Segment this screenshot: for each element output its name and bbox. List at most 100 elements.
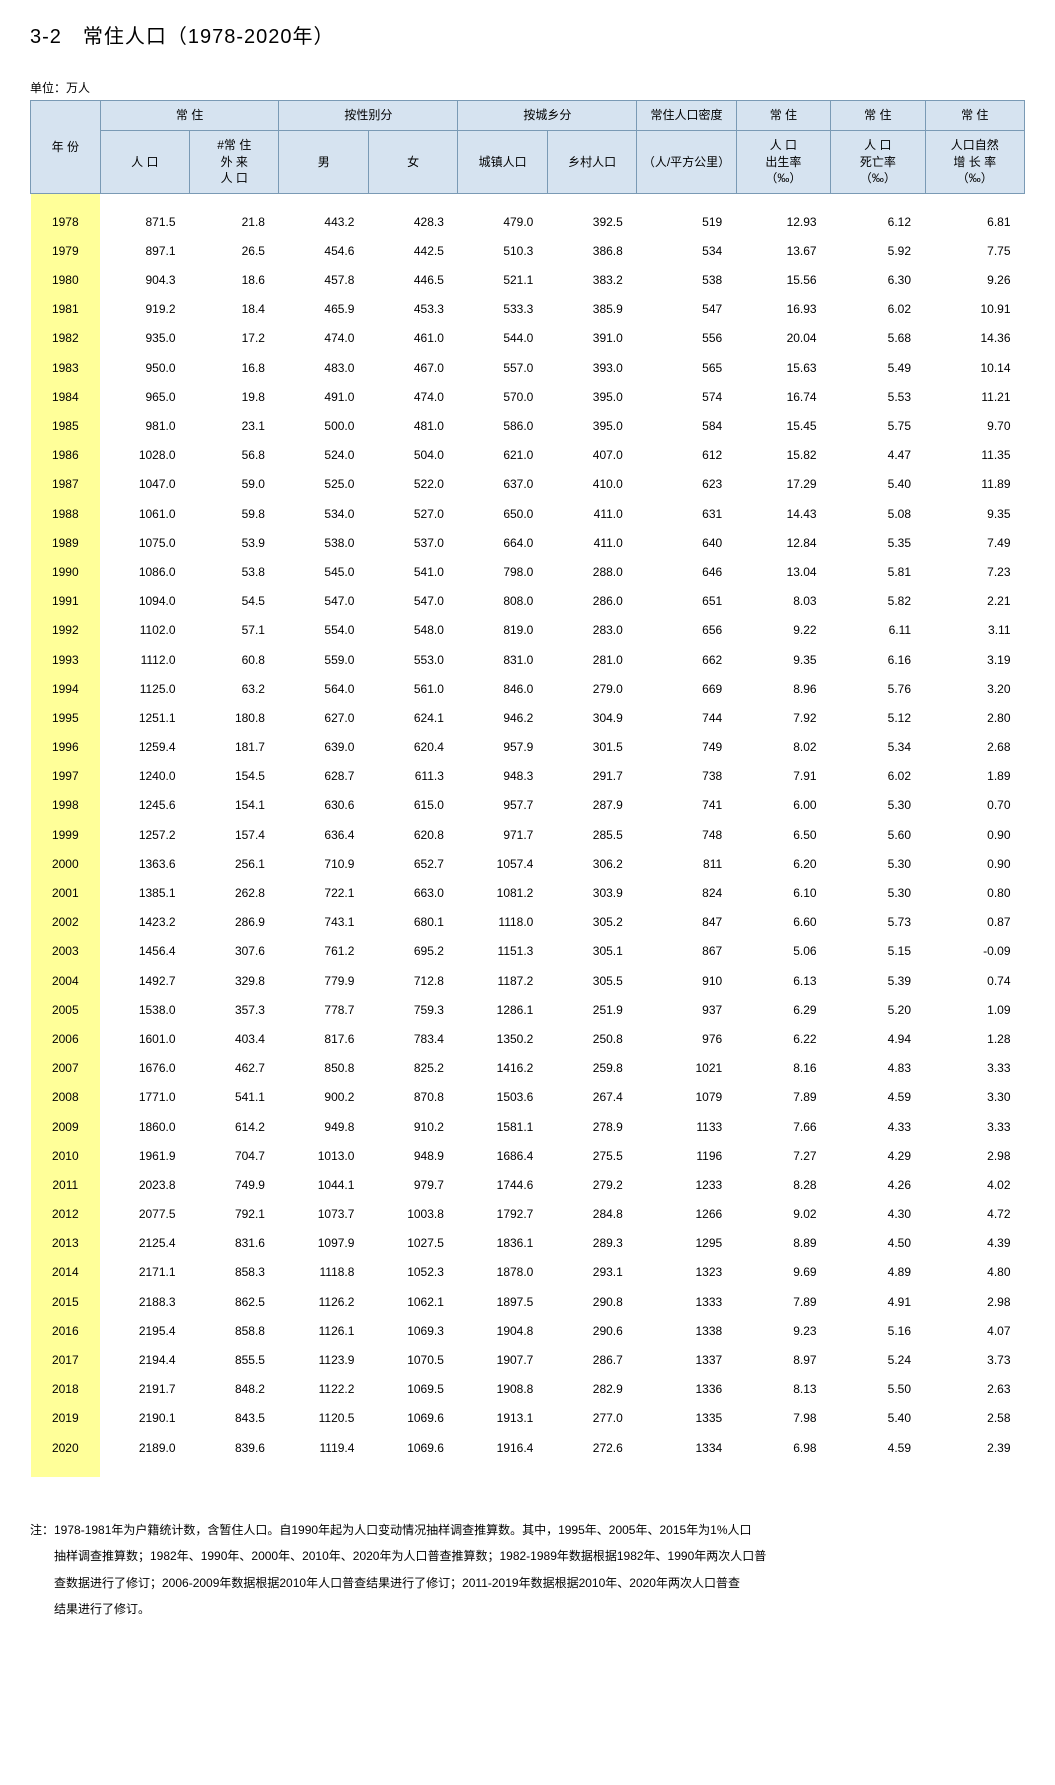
col-gender-group: 按性别分 bbox=[279, 101, 458, 131]
data-cell: 11.21 bbox=[925, 383, 1024, 412]
data-cell: 285.5 bbox=[547, 821, 636, 850]
data-cell: 283.0 bbox=[547, 616, 636, 645]
data-cell: 329.8 bbox=[190, 967, 279, 996]
data-cell: 858.8 bbox=[190, 1317, 279, 1346]
table-row: 19941125.063.2564.0561.0846.0279.06698.9… bbox=[31, 675, 1025, 704]
table-row: 20101961.9704.71013.0948.91686.4275.5119… bbox=[31, 1142, 1025, 1171]
data-cell: 650.0 bbox=[458, 500, 547, 529]
data-cell: 8.16 bbox=[736, 1054, 830, 1083]
data-cell: 479.0 bbox=[458, 208, 547, 237]
data-cell: 393.0 bbox=[547, 354, 636, 383]
data-cell: 443.2 bbox=[279, 208, 368, 237]
data-cell: 15.56 bbox=[736, 266, 830, 295]
data-cell: 2.39 bbox=[925, 1434, 1024, 1463]
data-cell: 1286.1 bbox=[458, 996, 547, 1025]
year-cell: 2020 bbox=[31, 1434, 101, 1463]
year-cell: 1998 bbox=[31, 791, 101, 820]
data-cell: 391.0 bbox=[547, 324, 636, 353]
data-cell: 154.5 bbox=[190, 762, 279, 791]
data-cell: 971.7 bbox=[458, 821, 547, 850]
year-cell: 2005 bbox=[31, 996, 101, 1025]
year-cell: 1981 bbox=[31, 295, 101, 324]
data-cell: 5.20 bbox=[831, 996, 925, 1025]
data-cell: 1118.0 bbox=[458, 908, 547, 937]
data-cell: 574 bbox=[637, 383, 736, 412]
data-cell: 586.0 bbox=[458, 412, 547, 441]
data-cell: 4.26 bbox=[831, 1171, 925, 1200]
data-cell: 272.6 bbox=[547, 1434, 636, 1463]
data-cell: 250.8 bbox=[547, 1025, 636, 1054]
data-cell: 3.73 bbox=[925, 1346, 1024, 1375]
data-cell: 946.2 bbox=[458, 704, 547, 733]
data-cell: 900.2 bbox=[279, 1083, 368, 1112]
col-male: 男 bbox=[279, 130, 368, 193]
data-cell: 7.98 bbox=[736, 1404, 830, 1433]
year-cell: 2009 bbox=[31, 1113, 101, 1142]
table-row: 20011385.1262.8722.1663.01081.2303.98246… bbox=[31, 879, 1025, 908]
table-row: 19871047.059.0525.0522.0637.0410.062317.… bbox=[31, 470, 1025, 499]
data-cell: 0.90 bbox=[925, 821, 1024, 850]
year-cell: 2016 bbox=[31, 1317, 101, 1346]
data-cell: 18.4 bbox=[190, 295, 279, 324]
data-cell: 446.5 bbox=[368, 266, 457, 295]
table-row: 19881061.059.8534.0527.0650.0411.063114.… bbox=[31, 500, 1025, 529]
data-cell: 624.1 bbox=[368, 704, 457, 733]
data-cell: 1028.0 bbox=[100, 441, 189, 470]
year-cell: 2000 bbox=[31, 850, 101, 879]
col-urban: 城镇人口 bbox=[458, 130, 547, 193]
data-cell: 9.22 bbox=[736, 616, 830, 645]
data-cell: 305.1 bbox=[547, 937, 636, 966]
col-density-sub: （人/平方公里） bbox=[637, 130, 736, 193]
data-cell: 428.3 bbox=[368, 208, 457, 237]
data-cell: 6.50 bbox=[736, 821, 830, 850]
data-cell: 1363.6 bbox=[100, 850, 189, 879]
year-cell: 1984 bbox=[31, 383, 101, 412]
data-cell: 664.0 bbox=[458, 529, 547, 558]
data-cell: 278.9 bbox=[547, 1113, 636, 1142]
data-cell: 1259.4 bbox=[100, 733, 189, 762]
data-cell: 386.8 bbox=[547, 237, 636, 266]
data-cell: 259.8 bbox=[547, 1054, 636, 1083]
year-cell: 2011 bbox=[31, 1171, 101, 1200]
data-cell: 749 bbox=[637, 733, 736, 762]
data-cell: 761.2 bbox=[279, 937, 368, 966]
data-cell: 357.3 bbox=[190, 996, 279, 1025]
data-cell: 2189.0 bbox=[100, 1434, 189, 1463]
data-cell: 646 bbox=[637, 558, 736, 587]
data-cell: 15.82 bbox=[736, 441, 830, 470]
table-row: 1982935.017.2474.0461.0544.0391.055620.0… bbox=[31, 324, 1025, 353]
data-cell: 4.72 bbox=[925, 1200, 1024, 1229]
data-cell: 6.12 bbox=[831, 208, 925, 237]
unit-label: 单位：万人 bbox=[30, 79, 1025, 96]
year-cell: 1992 bbox=[31, 616, 101, 645]
data-cell: 4.83 bbox=[831, 1054, 925, 1083]
table-row: 20081771.0541.1900.2870.81503.6267.41079… bbox=[31, 1083, 1025, 1112]
data-cell: 279.2 bbox=[547, 1171, 636, 1200]
data-cell: 256.1 bbox=[190, 850, 279, 879]
data-cell: 910.2 bbox=[368, 1113, 457, 1142]
data-cell: 904.3 bbox=[100, 266, 189, 295]
data-cell: 554.0 bbox=[279, 616, 368, 645]
col-death-2: 人 口 死亡率 （‰） bbox=[831, 130, 925, 193]
data-cell: 965.0 bbox=[100, 383, 189, 412]
data-cell: 792.1 bbox=[190, 1200, 279, 1229]
data-cell: 1908.8 bbox=[458, 1375, 547, 1404]
data-cell: 303.9 bbox=[547, 879, 636, 908]
data-cell: 1266 bbox=[637, 1200, 736, 1229]
data-cell: 2023.8 bbox=[100, 1171, 189, 1200]
data-cell: 306.2 bbox=[547, 850, 636, 879]
data-cell: 21.8 bbox=[190, 208, 279, 237]
data-cell: 500.0 bbox=[279, 412, 368, 441]
data-cell: 1102.0 bbox=[100, 616, 189, 645]
data-cell: -0.09 bbox=[925, 937, 1024, 966]
data-cell: 6.30 bbox=[831, 266, 925, 295]
data-cell: 383.2 bbox=[547, 266, 636, 295]
data-cell: 527.0 bbox=[368, 500, 457, 529]
data-cell: 1335 bbox=[637, 1404, 736, 1433]
data-cell: 13.04 bbox=[736, 558, 830, 587]
data-cell: 1196 bbox=[637, 1142, 736, 1171]
data-cell: 3.30 bbox=[925, 1083, 1024, 1112]
data-cell: 547.0 bbox=[368, 587, 457, 616]
data-cell: 8.03 bbox=[736, 587, 830, 616]
data-cell: 0.90 bbox=[925, 850, 1024, 879]
